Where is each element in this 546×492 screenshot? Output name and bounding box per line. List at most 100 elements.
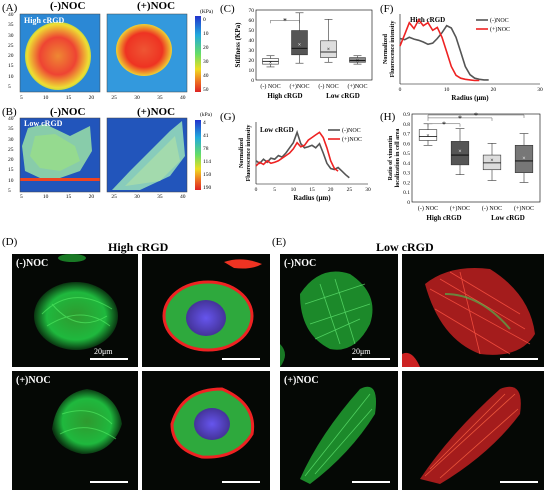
panel-d-micrographs xyxy=(12,254,270,490)
map-axis-tick: 40 xyxy=(180,194,186,200)
map-axis-tick: 40 xyxy=(8,12,14,18)
x-tick-label: 30 xyxy=(365,187,371,193)
category-label: (+)NOC xyxy=(289,83,309,90)
x-tick-label: 10 xyxy=(291,187,297,193)
box-rect xyxy=(320,40,337,58)
panel-label: (H) xyxy=(380,111,396,123)
map-axis-tick: 25 xyxy=(8,42,14,49)
panel-e-label: (E) xyxy=(272,236,287,248)
y-tick-label: 0 xyxy=(407,200,410,206)
y-tick-label: 0.6 xyxy=(403,141,410,147)
panel-b-unit: (kPa) xyxy=(200,112,212,118)
y-tick-label: 0.3 xyxy=(403,171,410,177)
panel-b-title-right: (+)NOC xyxy=(137,106,176,118)
y-tick-label: 0.8 xyxy=(403,122,410,128)
legend-label: (-)NOC xyxy=(490,17,509,24)
group-label: Low cRGD xyxy=(491,214,525,222)
box-rect xyxy=(450,141,470,166)
panel-g-chart: (G) 0 5 10 15 20 25 30 Radius (μm) NormalizedFluo… xyxy=(220,111,371,202)
map-axis-tick: 15 xyxy=(65,194,72,200)
panel-e-title: Low cRGD xyxy=(376,240,434,254)
y-axis-label: NormalizedFluorescence intensity xyxy=(239,125,252,182)
panel-label: (F) xyxy=(380,3,394,15)
box-rect xyxy=(349,57,366,63)
group-label: Low cRGD xyxy=(326,92,360,100)
x-tick-label: 0 xyxy=(399,87,402,93)
panel-a-unit: (KPa) xyxy=(200,9,214,15)
panel-a-maps xyxy=(19,13,201,93)
chart-title: Low cRGD xyxy=(260,126,294,134)
map-axis-tick: 30 xyxy=(134,194,140,200)
map-axis-tick: 30 xyxy=(134,95,140,101)
box-mean-marker: × xyxy=(327,47,330,53)
y-tick-label: 0.4 xyxy=(403,161,410,167)
y-tick-label: 10 xyxy=(249,68,255,74)
y-tick-label: 60 xyxy=(249,18,255,24)
cbar-b-tick: 41 xyxy=(203,133,209,139)
map-axis-tick: 10 xyxy=(42,95,49,101)
map-axis-tick: 20 xyxy=(88,194,95,200)
map-axis-tick: 20 xyxy=(8,157,14,164)
panel-e-scale: 20μm xyxy=(352,347,371,356)
category-label: (+)NOC xyxy=(514,205,534,212)
significance-bracket xyxy=(427,114,525,118)
chart-title: High cRGD xyxy=(410,16,445,24)
panel-b-title-left: (-)NOC xyxy=(50,106,86,118)
panel-a-y-ticks: 40 35 30 25 20 15 10 5 xyxy=(8,12,20,92)
y-tick-label: 50 xyxy=(249,28,255,34)
map-axis-tick: 25 xyxy=(111,95,117,101)
map-axis-tick: 35 xyxy=(157,95,163,101)
map-axis-tick: 20 xyxy=(88,95,95,101)
panel-e-micrographs xyxy=(280,254,544,490)
map-axis-tick: 30 xyxy=(8,136,14,143)
map-axis-tick: 25 xyxy=(8,146,14,153)
box-rect xyxy=(291,30,308,56)
cbar-b-tick: 114 xyxy=(203,159,212,165)
panel-d-scale: 20μm xyxy=(94,347,113,356)
box-mean-marker: × xyxy=(426,134,429,140)
panel-a-title-left: (-)NOC xyxy=(50,0,86,12)
cbar-a-tick: 30 xyxy=(203,59,209,65)
y-axis-label: NormalizedFluorescence intensity xyxy=(383,21,396,78)
panel-h-chart: (H) 0 0.1 0.2 0.3 0.4 0.5 0.6 0.7 0.8 0.9 Ratio of … xyxy=(380,111,541,222)
box-mean-marker: × xyxy=(269,60,272,66)
cbar-a-tick: 10 xyxy=(203,31,209,37)
map-axis-tick: 20 xyxy=(8,53,14,60)
map-axis-tick: 30 xyxy=(8,32,14,39)
x-tick-label: 10 xyxy=(444,87,450,93)
cbar-a-tick: 20 xyxy=(203,45,209,51)
x-axis-label: Radius (μm) xyxy=(451,94,489,102)
legend-label: (+)NOC xyxy=(490,26,510,33)
panel-d-row-bottom: (+)NOC xyxy=(16,375,51,386)
map-axis-tick: 25 xyxy=(111,194,117,200)
panel-e-row-bottom: (+)NOC xyxy=(284,375,319,386)
series-line xyxy=(255,131,339,172)
map-axis-tick: 15 xyxy=(65,95,72,101)
y-tick-label: 0.5 xyxy=(403,151,410,157)
group-label: High cRGD xyxy=(426,214,461,222)
box-mean-marker: × xyxy=(490,158,493,164)
y-tick-label: 0.9 xyxy=(403,112,410,118)
series-line xyxy=(399,24,489,81)
panel-d-title: High cRGD xyxy=(108,240,169,254)
y-tick-label: 0.2 xyxy=(403,180,410,186)
category-label: (-) NOC xyxy=(260,83,280,90)
map-axis-tick: 10 xyxy=(42,194,49,200)
box-mean-marker: × xyxy=(522,156,525,162)
box-rect xyxy=(418,129,438,141)
category-label: (+)NOC xyxy=(347,83,367,90)
map-axis-tick: 5 xyxy=(8,188,11,194)
y-tick-label: 40 xyxy=(249,38,255,44)
y-tick-label: 0 xyxy=(251,78,254,84)
box-rect xyxy=(514,144,534,173)
map-axis-tick: 5 xyxy=(8,84,11,90)
category-label: (-) NOC xyxy=(482,205,502,212)
map-axis-tick: 5 xyxy=(20,95,23,101)
panel-a-x-ticks: 5 10 15 20 25 30 35 40 xyxy=(20,95,190,103)
panel-b-maps xyxy=(19,117,201,193)
map-axis-tick: 40 xyxy=(180,95,186,101)
x-axis-label: Radius (μm) xyxy=(293,194,331,202)
plot-frame xyxy=(411,113,541,203)
cbar-a-tick: 40 xyxy=(203,73,209,79)
panel-label: (G) xyxy=(220,111,236,123)
